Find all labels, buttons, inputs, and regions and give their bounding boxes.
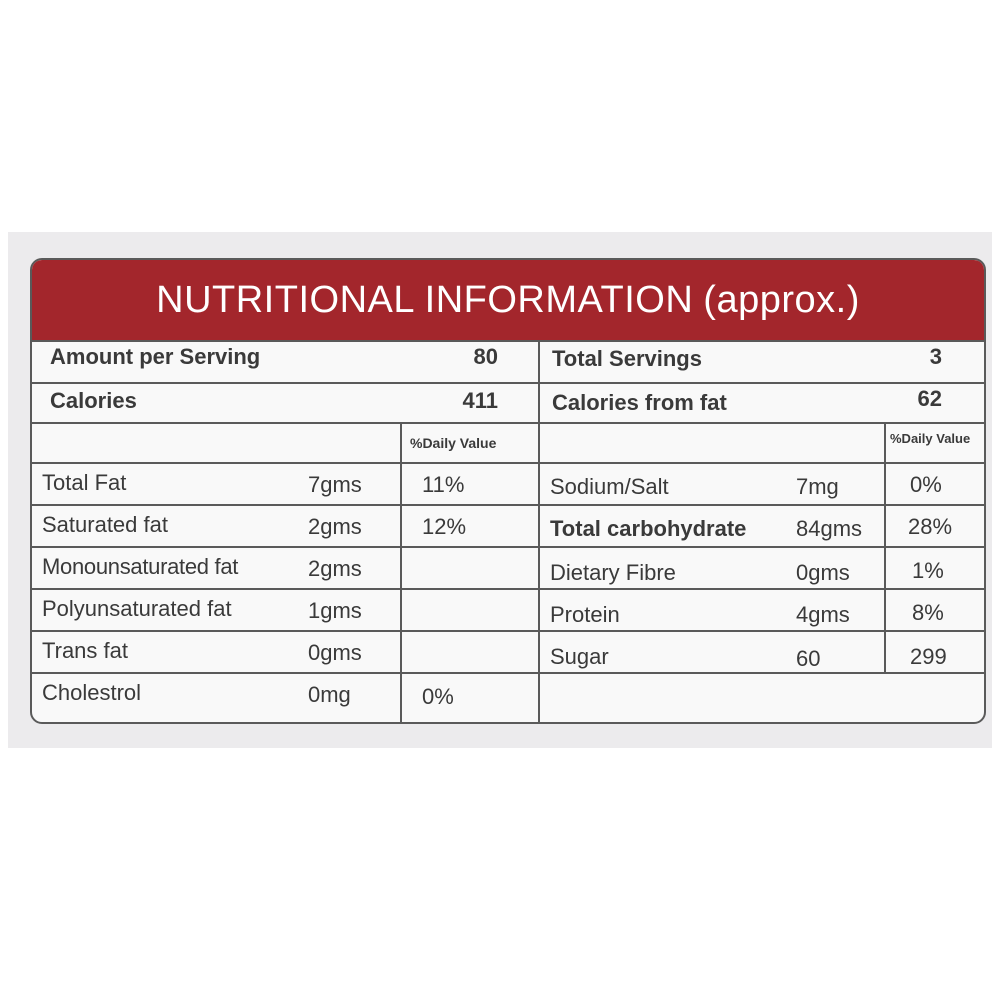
amount-per-serving-value: 80: [473, 344, 498, 369]
calories-from-fat-value: 62: [917, 386, 942, 411]
header-subtitle: (approx.): [703, 278, 860, 321]
header-title: NUTRITIONAL INFORMATION: [156, 278, 694, 321]
nutrient-amount: 0mg: [308, 682, 351, 707]
nutrient-dv: 0%: [422, 684, 454, 709]
column-divider-left-dv: [400, 422, 402, 722]
total-servings-value: 3: [929, 344, 942, 369]
row-divider: [32, 588, 984, 590]
nutrient-name: Monounsaturated fat: [42, 554, 239, 579]
nutrient-amount: 7gms: [308, 472, 362, 497]
row-divider: [32, 672, 984, 674]
nutrient-amount: 0gms: [796, 560, 850, 585]
nutrient-name: Dietary Fibre: [550, 560, 676, 585]
nutrient-dv: 1%: [912, 558, 944, 583]
nutrient-dv: 12%: [422, 514, 467, 539]
nutrient-name: Total carbohydrate: [550, 516, 747, 541]
daily-value-header-right: %Daily Value: [890, 431, 971, 446]
row-divider: [32, 462, 984, 464]
header-title-wrap: NUTRITIONAL INFORMATION (approx.): [156, 279, 860, 322]
nutrient-amount: 1gms: [308, 598, 362, 623]
nutrient-name: Polyunsaturated fat: [42, 596, 232, 621]
nutrient-name: Sodium/Salt: [550, 474, 669, 499]
total-servings-label: Total Servings: [552, 346, 702, 371]
column-divider-right-dv: [884, 422, 886, 672]
nutrient-dv: 28%: [908, 514, 953, 539]
calories-from-fat-label: Calories from fat: [552, 390, 727, 415]
nutrient-dv: 8%: [912, 600, 944, 625]
row-divider: [32, 422, 984, 424]
nutrient-amount: 4gms: [796, 602, 850, 627]
label-header: NUTRITIONAL INFORMATION (approx.): [32, 260, 984, 342]
nutrient-dv: 0%: [910, 472, 942, 497]
nutrient-dv: 11%: [422, 472, 465, 497]
column-divider-center: [538, 340, 540, 722]
amount-per-serving-label: Amount per Serving: [50, 344, 261, 369]
row-divider: [32, 382, 984, 384]
nutrition-label: NUTRITIONAL INFORMATION (approx.) Amount …: [30, 258, 986, 724]
nutrient-amount: 0gms: [308, 640, 362, 665]
nutrient-name: Sugar: [550, 644, 609, 669]
nutrient-amount: 84gms: [796, 516, 863, 541]
nutrient-name: Trans fat: [42, 638, 128, 663]
nutrient-amount: 60: [796, 646, 821, 671]
row-divider: [32, 504, 984, 506]
nutrient-name: Total Fat: [42, 470, 127, 495]
nutrient-amount: 7mg: [796, 474, 839, 499]
calories-label: Calories: [50, 388, 137, 413]
nutrient-amount: 2gms: [308, 514, 362, 539]
nutrient-dv: 299: [910, 644, 947, 669]
nutrient-name: Cholestrol: [42, 680, 142, 705]
nutrient-amount: 2gms: [308, 556, 362, 581]
daily-value-header: %Daily Value: [410, 435, 497, 451]
row-divider: [32, 546, 984, 548]
nutrient-name: Saturated fat: [42, 512, 168, 537]
nutrient-name: Protein: [550, 602, 620, 627]
row-divider: [32, 630, 984, 632]
calories-value: 411: [462, 388, 499, 413]
